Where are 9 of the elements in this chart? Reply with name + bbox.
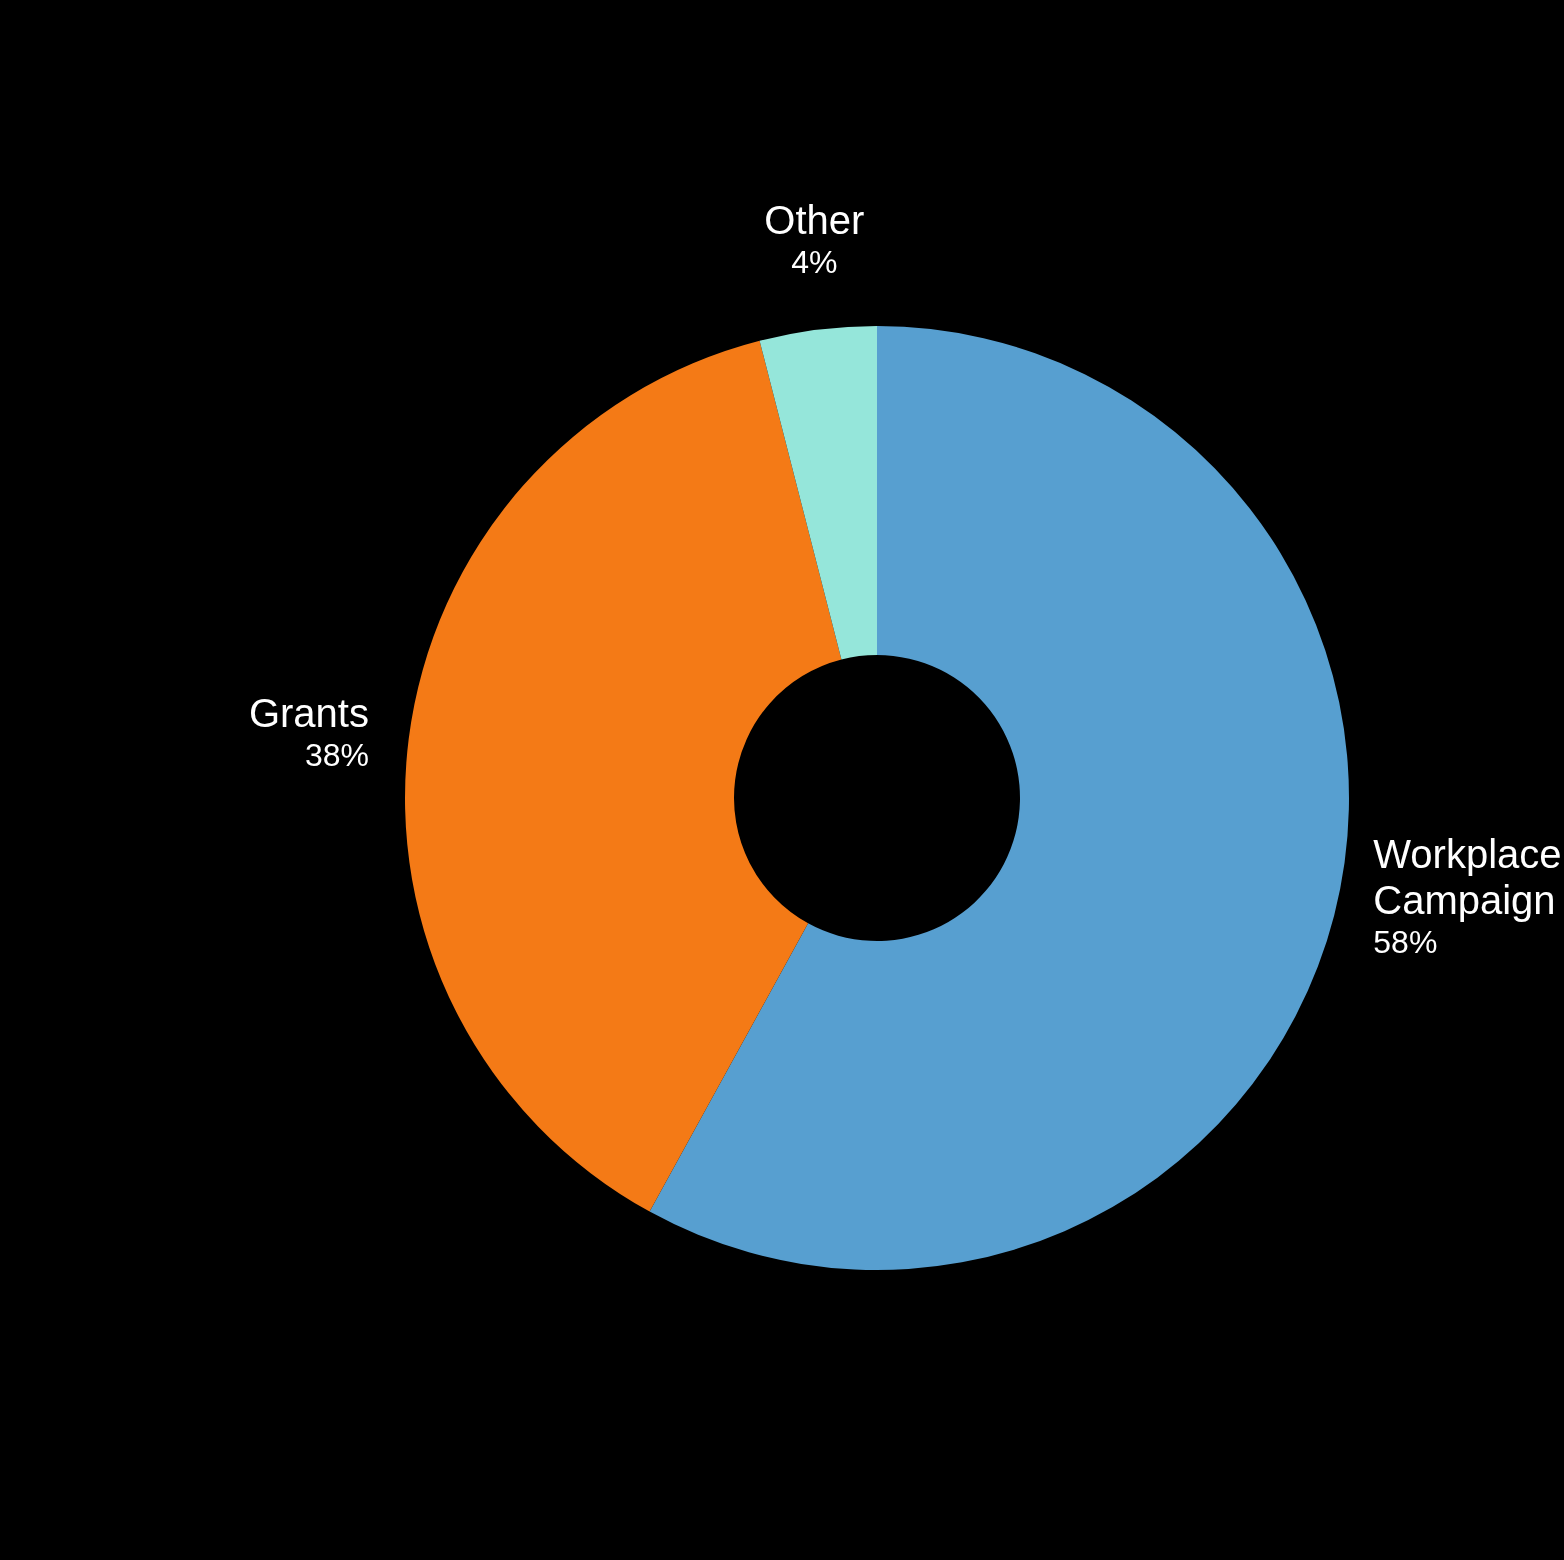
data-label: 58%	[1373, 924, 1438, 961]
slice-label: Grants	[248, 691, 369, 736]
slice-label: Workplace Campaign	[1373, 832, 1562, 923]
donut-slice	[649, 326, 1349, 1270]
donut-slice	[759, 326, 877, 660]
slice-label: Other	[764, 198, 865, 243]
data-label: 38%	[304, 737, 369, 774]
donut-slice	[405, 340, 842, 1212]
data-label: 4%	[791, 244, 838, 281]
